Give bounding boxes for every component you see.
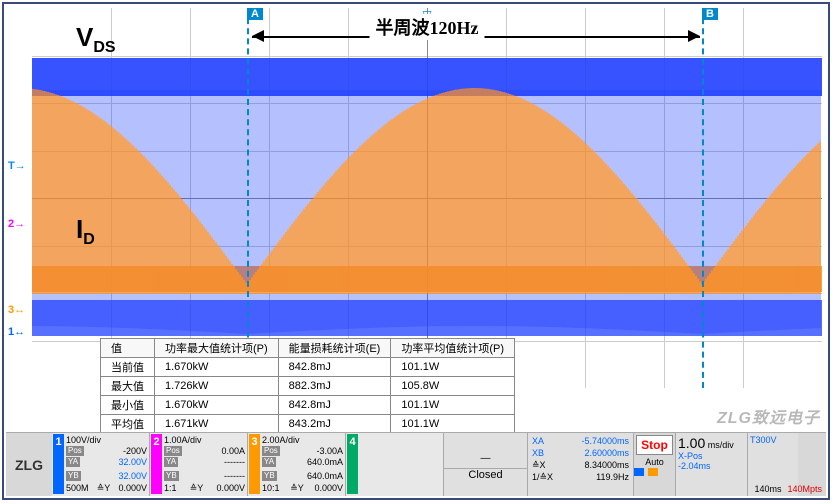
cursor-b-label: B [702, 8, 718, 20]
cursor-b-line[interactable] [702, 8, 704, 388]
table-row: 最小值1.670kW842.8mJ101.1W [101, 396, 515, 415]
ch1-settings-block[interactable]: 1 100V/div Pos-200V YA32.00V YB32.00V 50… [52, 433, 150, 496]
timebase-unit: ms/div [708, 440, 734, 450]
table-row: 当前值1.670kW842.8mJ101.1W [101, 358, 515, 377]
stats-header-row: 值 功率最大值统计项(P) 能量损耗统计项(E) 功率平均值统计项(P) [101, 339, 515, 358]
bottom-toolbar: ZLG 1 100V/div Pos-200V YA32.00V YB32.00… [6, 432, 826, 496]
ch2-zero-marker: 2→ [8, 218, 25, 230]
memory-points: 140Mpts [787, 484, 822, 494]
vds-trace-label: VDS [76, 22, 116, 57]
ch2-badge: 2 [151, 434, 162, 494]
ch3-badge: 3 [249, 434, 260, 494]
auto-label: Auto [634, 457, 675, 467]
stop-button[interactable]: Stop [636, 435, 673, 455]
id-trace-label: ID [76, 214, 95, 249]
measurement-stats-table: 值 功率最大值统计项(P) 能量损耗统计项(E) 功率平均值统计项(P) 当前值… [100, 338, 515, 434]
trigger-block[interactable]: T300V 140ms 140Mpts [748, 433, 798, 496]
stats-header: 功率平均值统计项(P) [391, 339, 515, 358]
ch3-settings-block[interactable]: 3 2.00A/div Pos-3.00A YA640.0mA YB640.0m… [248, 433, 346, 496]
ch4-badge: 4 [347, 434, 358, 494]
watermark: ZLG致远电子 [717, 404, 820, 428]
stats-header: 功率最大值统计项(P) [155, 339, 279, 358]
oscilloscope-frame: T→ 2→ 3↔ 1↔ ▽ A B 半周波120Hz VDS ID 值 [2, 2, 830, 500]
cursor-a-label: A [247, 8, 263, 20]
half-wave-label: 半周波120Hz [370, 14, 485, 40]
trigger-indicators [634, 468, 675, 476]
trigger-controls: Stop Auto 1.00 ms/div X-Pos -2.04ms T300… [634, 433, 826, 496]
brand-logo: ZLG [6, 433, 52, 496]
timebase-value: 1.00 [678, 435, 705, 451]
stats-header: 值 [101, 339, 155, 358]
cursor-readout-block: XA-5.74000ms XB2.60000ms ≙X8.34000ms 1/≙… [528, 433, 634, 496]
ch4-settings-block[interactable]: 4 [346, 433, 444, 496]
status-block: — Closed [444, 433, 528, 496]
status-dash: — [444, 449, 527, 469]
waveform-plot-area[interactable]: ▽ A B 半周波120Hz VDS ID 值 功率最大值统计项(P) 能量损耗… [32, 8, 822, 388]
left-channel-markers: T→ 2→ 3↔ 1↔ [8, 8, 32, 388]
ch3-zero-marker: 3↔ [8, 304, 25, 316]
timebase-block[interactable]: 1.00 ms/div X-Pos -2.04ms [676, 433, 748, 496]
run-stop-block: Stop Auto [634, 433, 676, 496]
table-row: 最大值1.726kW882.3mJ105.8W [101, 377, 515, 396]
table-row: 平均值1.671kW843.2mJ101.1W [101, 415, 515, 434]
delay-value: 140ms [754, 484, 781, 494]
trigger-level-marker: T→ [8, 160, 26, 172]
ch2-settings-block[interactable]: 2 1.00A/div Pos0.00A YA------- YB-------… [150, 433, 248, 496]
ch1-badge: 1 [53, 434, 64, 494]
stats-header: 能量损耗统计项(E) [278, 339, 391, 358]
status-closed: Closed [468, 469, 502, 481]
cursor-a-line[interactable] [247, 8, 249, 388]
memory-depth-row: 140ms 140Mpts [754, 484, 822, 494]
ch1-zero-marker: 1↔ [8, 326, 25, 338]
